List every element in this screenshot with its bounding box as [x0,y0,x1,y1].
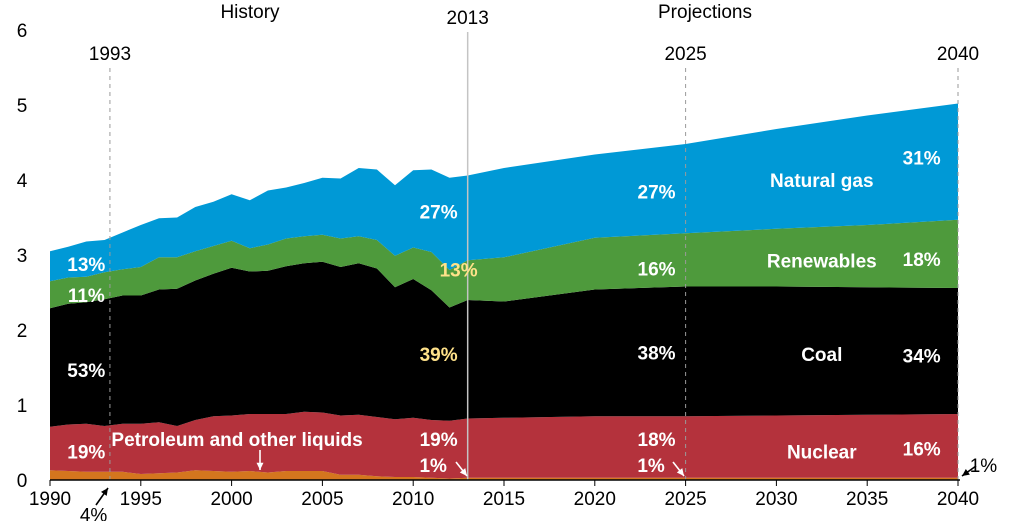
share-label: 18% [903,250,941,271]
share-label: 13% [67,255,105,276]
share-label: 19% [67,443,105,464]
marker-label-2025: 2025 [664,44,706,65]
marker-label-2040: 2040 [937,44,979,65]
area-nuclear [50,411,958,479]
outside-share-label: 1% [970,456,998,477]
x-tick-label-2030: 2030 [755,489,797,510]
marker-label-2013: 2013 [447,8,489,29]
x-tick-label-2025: 2025 [664,489,706,510]
y-tick-label-6: 6 [17,21,28,42]
series-label-coal: Coal [801,345,842,366]
share-label: 38% [638,344,676,365]
arrow-1pct-2040-head [962,468,970,476]
x-tick-label-2005: 2005 [301,489,343,510]
history-header: History [220,2,280,23]
y-tick-label-1: 1 [17,396,28,417]
x-tick-label-2035: 2035 [846,489,888,510]
stacked-areas [50,103,958,480]
series-label-petroleum-and-other-liquids: Petroleum and other liquids [111,430,362,451]
arrow-4pct-1993-head [101,488,108,496]
share-label: 13% [440,260,478,281]
y-tick-label-2: 2 [17,321,28,342]
share-label: 39% [420,345,458,366]
arrow-1pct-2025-head [676,468,684,476]
share-label: 16% [638,260,676,281]
share-label: 11% [68,286,105,307]
annotation-arrows [95,450,977,506]
year-marker-lines: 1993 2013 2025 2040 History Projections [89,2,979,480]
y-tick-label-4: 4 [17,171,28,192]
share-label: 53% [67,361,105,382]
y-tick-label-3: 3 [17,246,28,267]
x-tick-label-2015: 2015 [483,489,525,510]
x-tick-label-2020: 2020 [574,489,616,510]
share-label: 16% [903,440,941,461]
outside-share-label: 4% [80,506,108,521]
share-label: 27% [638,182,676,203]
share-label: 18% [638,430,676,451]
petroleum-arrow-head [256,462,264,470]
series-label-renewables: Renewables [767,251,877,272]
y-tick-label-5: 5 [17,96,28,117]
x-tick-label-1995: 1995 [120,489,162,510]
share-label: 31% [903,149,941,170]
marker-label-1993: 1993 [89,44,131,65]
x-tick-label-2040: 2040 [937,489,979,510]
share-label: 19% [420,430,458,451]
arrow-1pct-2013-head [459,468,467,476]
share-label: 27% [420,203,458,224]
x-tick-label-2010: 2010 [392,489,434,510]
x-tick-label-1990: 1990 [29,489,71,510]
share-label: 34% [903,347,941,368]
series-label-nuclear: Nuclear [787,443,857,464]
chart-labels: Natural gas Renewables Coal Nuclear Petroleu… [67,149,997,521]
series-label-natural-gas: Natural gas [770,171,873,192]
area-coal [50,261,958,427]
axes: 1990 1995 2000 2005 2010 2015 2020 2025 2030 2035… [17,21,979,510]
projections-header: Projections [658,2,752,23]
share-label: 1% [419,456,447,477]
x-tick-label-2000: 2000 [210,489,252,510]
area-petroleum-and-other-liquids [50,470,958,480]
share-label: 1% [637,456,665,477]
area-natural-gas [50,103,958,282]
y-tick-label-0: 0 [17,471,28,492]
area-renewables [50,219,958,309]
